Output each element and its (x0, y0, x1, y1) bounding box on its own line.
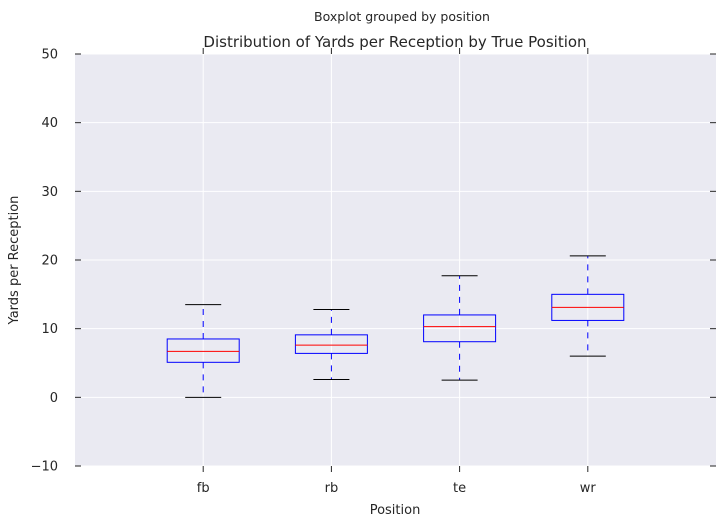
x-tick-label-wr: wr (580, 481, 597, 496)
x-tick-label-rb: rb (325, 481, 339, 496)
iqr-box (166, 338, 240, 363)
box-fb (166, 304, 240, 398)
y-tick-label: 10 (41, 322, 58, 337)
box-te (423, 275, 497, 381)
y-tick-label: 30 (41, 185, 58, 200)
box-rb (294, 308, 368, 380)
box-wr (551, 255, 625, 357)
chart-title: Distribution of Yards per Reception by T… (203, 33, 586, 51)
grid-lines (75, 53, 716, 467)
y-tick-label: 40 (41, 116, 58, 131)
chart-suptitle: Boxplot grouped by position (314, 9, 490, 24)
y-tick-label: −10 (31, 460, 58, 475)
x-axis-ticks: fb rb te wr (197, 48, 597, 496)
y-tick-label: 50 (41, 48, 58, 63)
x-axis-label: Position (370, 503, 421, 518)
y-tick-label: 20 (41, 254, 58, 269)
x-tick-label-te: te (453, 481, 466, 496)
iqr-box (294, 334, 368, 354)
boxes (166, 255, 625, 398)
y-tick-label: 0 (50, 391, 58, 406)
x-tick-label-fb: fb (197, 481, 210, 496)
y-axis-label: Yards per Reception (7, 196, 22, 326)
iqr-box (423, 314, 497, 343)
y-axis-ticks: −10 0 10 20 30 40 50 (31, 48, 716, 475)
